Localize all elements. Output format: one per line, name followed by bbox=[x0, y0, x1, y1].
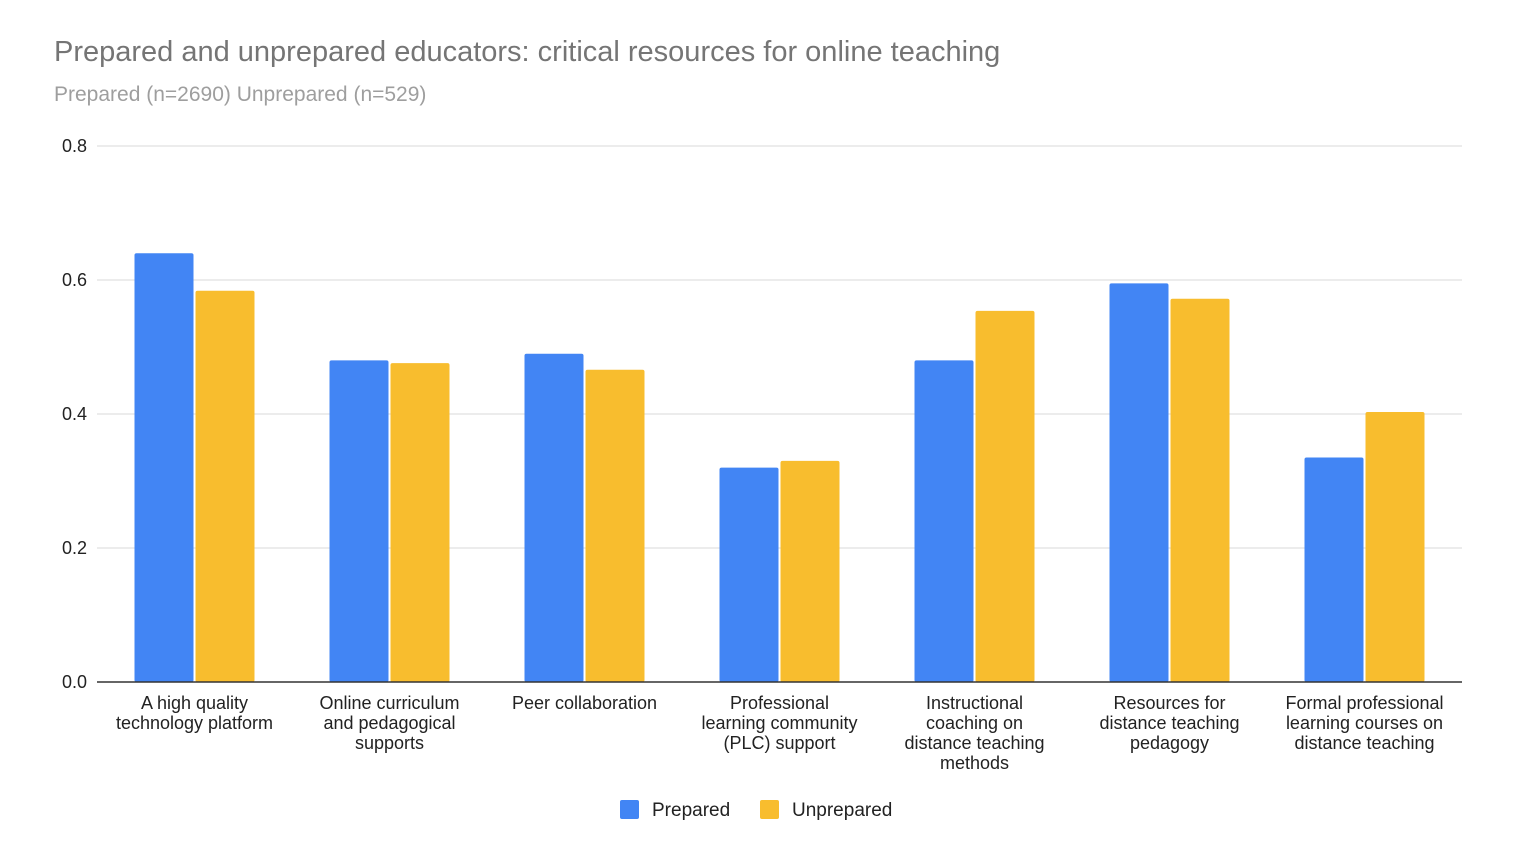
bar-prepared bbox=[1109, 283, 1169, 682]
bar-prepared bbox=[719, 467, 779, 682]
chart-subtitle: Prepared (n=2690) Unprepared (n=529) bbox=[54, 83, 427, 106]
x-tick-label: A high quality technology platform bbox=[116, 693, 273, 733]
bar-prepared bbox=[134, 253, 194, 682]
bar-unprepared bbox=[1170, 298, 1230, 682]
bar-prepared bbox=[1304, 457, 1364, 682]
chart-title: Prepared and unprepared educators: criti… bbox=[54, 36, 1001, 68]
legend-label-prepared: Prepared bbox=[652, 800, 730, 821]
bar-prepared bbox=[329, 360, 389, 682]
legend-swatch-unprepared bbox=[760, 800, 779, 819]
y-tick-label: 0.4 bbox=[62, 404, 87, 424]
x-tick-label: Instructional coaching on distance teachin… bbox=[904, 693, 1044, 773]
bar-unprepared bbox=[1365, 411, 1425, 682]
x-tick-label: Resources for distance teaching pedagogy bbox=[1099, 693, 1239, 753]
bar-unprepared bbox=[390, 363, 450, 682]
bar-prepared bbox=[914, 360, 974, 682]
legend-swatch-prepared bbox=[620, 800, 639, 819]
bar-unprepared bbox=[195, 290, 255, 682]
bar-unprepared bbox=[975, 310, 1035, 682]
bar-prepared bbox=[524, 353, 584, 682]
y-tick-label: 0.2 bbox=[62, 538, 87, 558]
x-tick-label: Professional learning community (PLC) supp… bbox=[701, 693, 857, 753]
y-tick-label: 0.8 bbox=[62, 136, 87, 156]
bar-unprepared bbox=[585, 369, 645, 682]
y-tick-label: 0.6 bbox=[62, 270, 87, 290]
x-tick-label: Formal professional learning courses on di… bbox=[1285, 693, 1443, 753]
x-tick-label: Peer collaboration bbox=[512, 693, 657, 713]
legend-label-unprepared: Unprepared bbox=[792, 800, 892, 821]
y-tick-label: 0.0 bbox=[62, 672, 87, 692]
x-tick-label: Online curriculum and pedagogical supports bbox=[319, 693, 459, 753]
bar-unprepared bbox=[780, 460, 840, 682]
